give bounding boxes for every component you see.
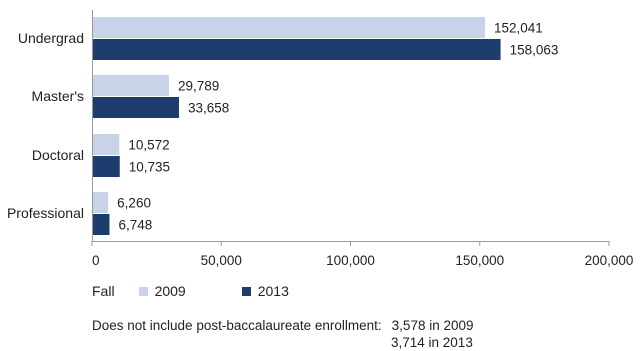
legend-swatch-2013: [241, 286, 251, 296]
bar-undergrad-2009: [92, 17, 486, 38]
category-label-master-s: Master's: [32, 88, 84, 104]
data-label-doctoral-2013: 10,735: [129, 160, 170, 175]
legend: Fall 2009 2013: [92, 283, 289, 299]
bar-undergrad-2013: [92, 39, 501, 60]
x-axis: 0 50,000 100,000 150,000 200,000: [91, 10, 634, 268]
legend-item-2009: 2009: [138, 283, 186, 299]
bar-chart: Undergrad 152,041 158,063 Master's 29,789 33,…: [7, 10, 634, 268]
category-label-undergrad: Undergrad: [18, 30, 84, 46]
legend-label-2013: 2013: [257, 283, 289, 299]
data-label-professional-2013: 6,748: [118, 218, 152, 233]
x-tick-label-4: 200,000: [585, 253, 634, 268]
category-label-doctoral: Doctoral: [32, 147, 84, 163]
data-label-master-s-2013: 33,658: [188, 101, 229, 116]
x-tick-label-2: 100,000: [326, 253, 375, 268]
legend-label-2009: 2009: [154, 283, 186, 299]
data-label-undergrad-2009: 152,041: [494, 21, 543, 36]
labels-group: Undergrad 152,041 158,063 Master's 29,789 33,…: [7, 21, 558, 233]
bar-professional-2009: [92, 192, 109, 213]
data-label-professional-2009: 6,260: [117, 196, 151, 211]
data-label-undergrad-2013: 158,063: [510, 43, 559, 58]
footnote-value-2013: 3,714 in 2013: [391, 335, 473, 350]
bar-master-s-2009: [92, 75, 170, 96]
data-label-master-s-2009: 29,789: [178, 79, 219, 94]
bar-master-s-2013: [92, 97, 180, 118]
x-tick-label-3: 150,000: [455, 253, 504, 268]
legend-item-2013: 2013: [241, 283, 289, 299]
footnote: Does not include post-baccalaureate enro…: [92, 317, 474, 351]
legend-swatch-2009: [138, 286, 148, 296]
legend-title: Fall: [92, 283, 115, 299]
footnote-value-2009: 3,578 in 2009: [391, 318, 474, 333]
bar-doctoral-2009: [92, 134, 120, 155]
bars-group: [92, 17, 501, 235]
x-tick-label-1: 50,000: [201, 253, 242, 268]
footnote-text: Does not include post-baccalaureate enro…: [92, 318, 382, 333]
category-label-professional: Professional: [7, 205, 84, 221]
data-label-doctoral-2009: 10,572: [128, 138, 169, 153]
x-tick-label-0: 0: [92, 253, 100, 268]
bar-professional-2013: [92, 214, 110, 235]
bar-doctoral-2013: [92, 156, 120, 177]
